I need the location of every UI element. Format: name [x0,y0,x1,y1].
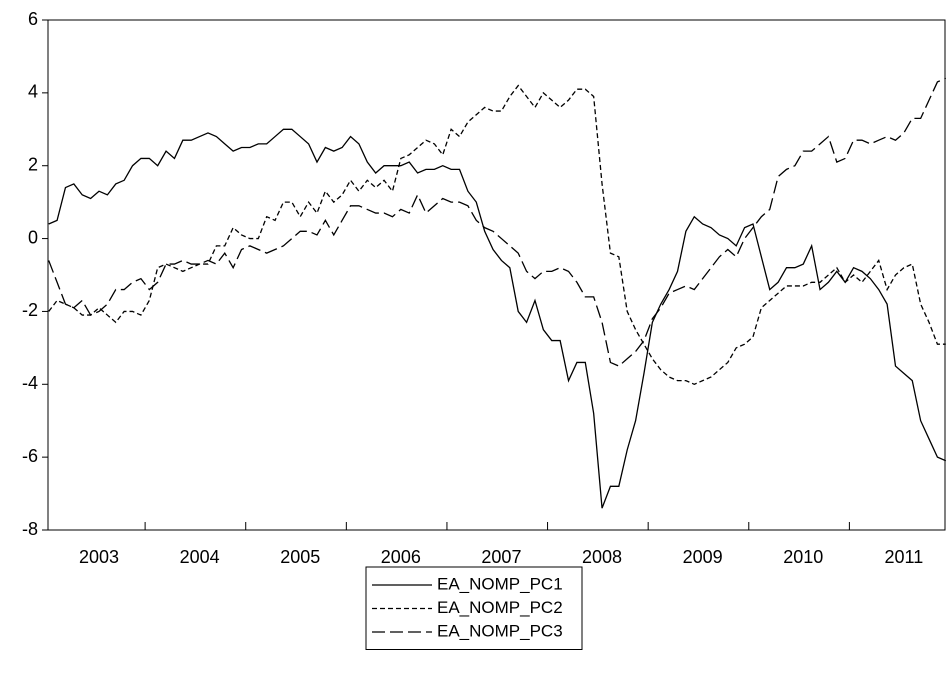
legend-label: EA_NOMP_PC1 [437,574,563,593]
y-tick-label: 4 [28,82,38,102]
x-tick-label: 2008 [582,547,622,567]
y-tick-label: -2 [22,300,38,320]
y-tick-label: 6 [28,9,38,29]
x-tick-label: 2011 [885,547,924,567]
y-tick-label: -4 [22,373,38,393]
legend-label: EA_NOMP_PC3 [437,621,563,640]
series-line [48,77,946,367]
y-tick-label: -8 [22,519,38,539]
x-tick-label: 2005 [280,547,320,567]
x-tick-label: 2009 [683,547,723,567]
x-tick-label: 2003 [79,547,119,567]
x-tick-label: 2006 [381,547,421,567]
legend-label: EA_NOMP_PC2 [437,598,563,617]
x-tick-label: 2004 [180,547,220,567]
legend-box [365,566,583,650]
plot-area [48,77,946,509]
y-tick-label: 0 [28,227,38,247]
legend: EA_NOMP_PC1 EA_NOMP_PC2 EA_NOMP_PC3 [365,566,583,650]
series-line [48,84,946,385]
plot-frame [47,19,946,531]
y-tick-label: 2 [28,154,38,174]
y-tick-label: -6 [22,446,38,466]
x-tick-label: 2010 [783,547,823,567]
series-line [48,128,946,509]
x-tick-label: 2007 [481,547,521,567]
